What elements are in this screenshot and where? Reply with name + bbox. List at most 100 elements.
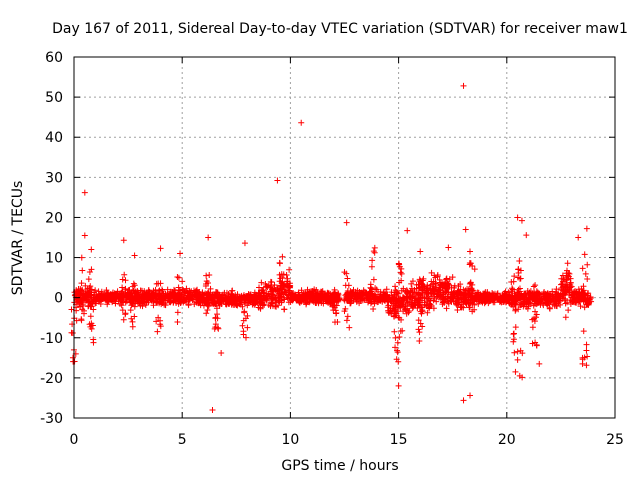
data-point (392, 304, 399, 311)
data-point (295, 291, 302, 298)
data-point (95, 288, 102, 295)
data-point (301, 293, 308, 300)
data-point (174, 309, 181, 316)
data-point (471, 296, 478, 303)
data-point (255, 296, 262, 303)
data-point (467, 280, 474, 287)
data-point (415, 326, 422, 333)
data-point (122, 311, 129, 318)
data-point (241, 240, 248, 247)
data-point (422, 287, 429, 294)
data-point (562, 314, 569, 321)
data-point (78, 280, 85, 287)
data-point (469, 263, 476, 270)
data-point (400, 285, 407, 292)
data-point (206, 271, 213, 278)
data-point (209, 406, 216, 413)
data-point (498, 299, 505, 306)
data-point (395, 260, 402, 267)
data-point (157, 321, 164, 328)
data-point (416, 329, 423, 336)
data-point (419, 277, 426, 284)
data-point (276, 259, 283, 266)
data-point (469, 308, 476, 315)
data-point (474, 289, 481, 296)
data-point (413, 289, 420, 296)
data-point (267, 302, 274, 309)
data-point (88, 266, 95, 273)
data-point (181, 298, 188, 305)
data-point (581, 251, 588, 258)
data-point (411, 300, 418, 307)
data-point (81, 310, 88, 317)
data-point (499, 291, 506, 298)
data-point (179, 278, 186, 285)
data-point (381, 289, 388, 296)
data-point (433, 285, 440, 292)
data-point (397, 269, 404, 276)
data-point (546, 304, 553, 311)
data-point (574, 291, 581, 298)
data-point (120, 316, 127, 323)
chart-title: Day 167 of 2011, Sidereal Day-to-day VTE… (52, 21, 628, 37)
data-point (274, 177, 281, 184)
data-point (80, 302, 87, 309)
data-point (130, 297, 137, 304)
data-point (579, 354, 586, 361)
data-point (415, 317, 422, 324)
data-point (553, 286, 560, 293)
data-point (334, 318, 341, 325)
data-point (537, 301, 544, 308)
data-point (519, 350, 526, 357)
x-tick-label: 0 (70, 432, 79, 448)
data-point (523, 232, 530, 239)
y-tick-label: 30 (45, 170, 63, 186)
data-point (559, 295, 566, 302)
data-point (156, 298, 163, 305)
data-point (330, 297, 337, 304)
data-point (566, 285, 573, 292)
data-point (558, 275, 565, 282)
data-point (409, 305, 416, 312)
data-point (396, 333, 403, 340)
data-point (376, 296, 383, 303)
data-point (203, 272, 210, 279)
data-point (201, 291, 208, 298)
data-point (240, 317, 247, 324)
data-point (538, 297, 545, 304)
data-point (81, 232, 88, 239)
data-point (82, 288, 89, 295)
data-point (512, 368, 519, 375)
data-point (458, 303, 465, 310)
data-point (537, 298, 544, 305)
data-point (400, 308, 407, 315)
x-tick-label: 25 (606, 432, 624, 448)
data-point (560, 291, 567, 298)
data-point (411, 299, 418, 306)
data-point (509, 286, 516, 293)
data-point (582, 270, 589, 277)
data-point (203, 294, 210, 301)
data-point (417, 248, 424, 255)
data-point (444, 297, 451, 304)
data-point (175, 274, 182, 281)
data-point (433, 298, 440, 305)
data-point (276, 294, 283, 301)
data-point (153, 280, 160, 287)
data-point (417, 320, 424, 327)
data-point (399, 327, 406, 334)
data-point (532, 308, 539, 315)
data-point (85, 302, 92, 309)
data-point (343, 317, 350, 324)
data-point (417, 303, 424, 310)
data-point (154, 328, 161, 335)
data-point (229, 299, 236, 306)
data-point (379, 295, 386, 302)
data-point (222, 300, 229, 307)
data-point (555, 297, 562, 304)
data-point (343, 291, 350, 298)
data-point (585, 301, 592, 308)
data-point (96, 291, 103, 298)
data-point (305, 291, 312, 298)
data-point (445, 244, 452, 251)
